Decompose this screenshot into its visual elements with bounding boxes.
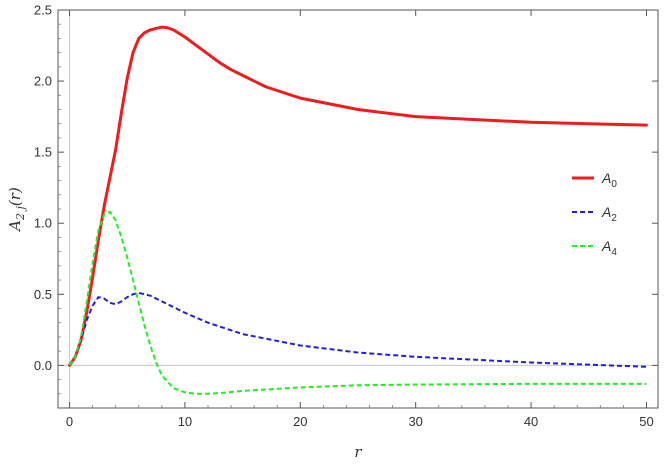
series-line-0	[68, 25, 648, 367]
x-axis-label: r	[354, 443, 362, 461]
y-tick-label: 1.5	[34, 145, 52, 160]
legend: A0 A2 A4	[572, 170, 617, 258]
y-tick-label: 2.5	[34, 3, 52, 18]
series-line-4	[68, 210, 647, 395]
x-tick-label: 20	[293, 414, 307, 429]
y-tick-label: 2.0	[34, 74, 52, 89]
x-tick-label: 10	[178, 414, 192, 429]
tick-labels: 0 10 20 30 40 50 0.0 0.5 1.0 1.5 2.0 2.5	[34, 3, 654, 430]
series-line-2	[68, 291, 647, 368]
y-tick-label: 1.0	[34, 216, 52, 231]
y-tick-label: 0.0	[34, 358, 52, 373]
legend-label-0: A0	[601, 170, 617, 190]
series-layer	[68, 25, 648, 395]
x-tick-label: 0	[66, 414, 73, 429]
legend-label-4: A4	[601, 238, 617, 258]
y-axis-label-argument: (r)	[6, 187, 24, 206]
axes	[57, 9, 659, 409]
x-tick-label: 30	[408, 414, 422, 429]
y-axis-label-main: A	[6, 220, 24, 233]
plot-frame	[57, 9, 659, 409]
x-tick-label: 40	[524, 414, 538, 429]
x-tick-label: 50	[639, 414, 653, 429]
legend-label-2: A2	[601, 204, 617, 224]
y-axis-label-subscript: 2 j	[14, 205, 27, 220]
y-tick-label: 0.5	[34, 287, 52, 302]
y-axis-label: A2 j(r)	[6, 187, 27, 233]
